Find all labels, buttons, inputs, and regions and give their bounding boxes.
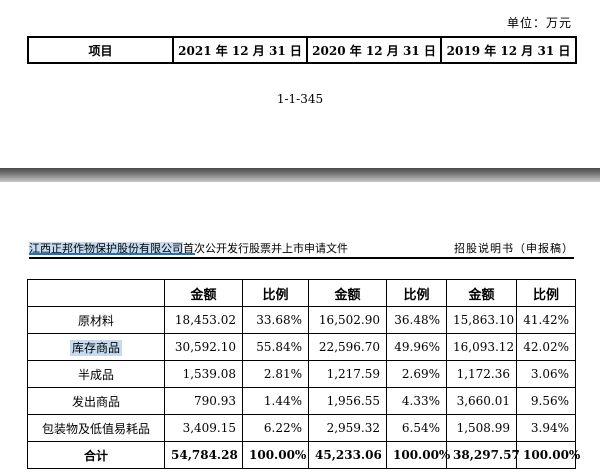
- table-cell: 18,453.02: [164, 306, 243, 334]
- table-cell: 6.22%: [242, 414, 309, 442]
- top-header-table: 项目 2021 年 12 月 31 日 2020 年 12 月 31 日 201…: [27, 36, 577, 64]
- total-cell: 100.00%: [386, 441, 450, 469]
- table-cell: 1,956.55: [308, 387, 387, 415]
- table-cell: 36.48%: [386, 306, 447, 334]
- header-amount: 金额: [164, 279, 243, 307]
- table-cell: 3.94%: [516, 414, 576, 442]
- highlighted-label: 库存商品: [69, 339, 122, 356]
- total-label: 合计: [27, 441, 165, 469]
- row-label: 发出商品: [27, 387, 165, 415]
- top-header-row: 项目 2021 年 12 月 31 日 2020 年 12 月 31 日 201…: [27, 36, 577, 64]
- row-label-highlighted: 库存商品: [27, 333, 165, 361]
- table-cell: 6.54%: [386, 414, 447, 442]
- table-cell: 22,596.70: [308, 333, 387, 361]
- page-number: 1-1-345: [276, 92, 324, 106]
- table-cell: 55.84%: [242, 333, 309, 361]
- total-cell: 45,233.06: [308, 441, 387, 469]
- document-type: 招股说明书（申报稿）: [454, 242, 574, 255]
- table-cell: 49.96%: [386, 333, 447, 361]
- table-row: 库存商品 30,592.10 55.84% 22,596.70 49.96% 1…: [27, 333, 576, 361]
- table-cell: 33.68%: [242, 306, 309, 334]
- table-cell: 9.56%: [516, 387, 576, 415]
- document-header: 江西正邦作物保护股份有限公司首次公开发行股票并上市申请文件 招股说明书（申报稿）: [29, 240, 574, 256]
- header-ratio: 比例: [242, 279, 309, 307]
- row-label: 半成品: [27, 360, 165, 388]
- company-name: 江西正邦作物保护股份有限公司: [29, 242, 183, 255]
- total-cell: 100.00%: [516, 441, 580, 469]
- header-ratio: 比例: [516, 279, 576, 307]
- header-2019: 2019 年 12 月 31 日: [440, 36, 577, 64]
- total-cell: 38,297.57: [446, 441, 520, 469]
- table-cell: 3,660.01: [446, 387, 517, 415]
- table-cell: 2.69%: [386, 360, 447, 388]
- unit-label: 单位：万元: [506, 16, 572, 30]
- table-cell: 4.33%: [386, 387, 447, 415]
- table-row: 包装物及低值易耗品 3,409.15 6.22% 2,959.32 6.54% …: [27, 414, 576, 442]
- document-title-rest: 首次公开发行股票并上市申请文件: [183, 242, 348, 255]
- table-cell: 1.44%: [242, 387, 309, 415]
- table-cell: 16,093.12: [446, 333, 517, 361]
- table-cell: 3,409.15: [164, 414, 243, 442]
- table-cell: 2.81%: [242, 360, 309, 388]
- table-row: 原材料 18,453.02 33.68% 16,502.90 36.48% 15…: [27, 306, 576, 334]
- header-2021: 2021 年 12 月 31 日: [172, 36, 308, 64]
- header-2020: 2020 年 12 月 31 日: [306, 36, 442, 64]
- header-rule: [29, 257, 574, 259]
- company-underline: [29, 253, 195, 255]
- header-ratio: 比例: [386, 279, 447, 307]
- table-cell: 1,508.99: [446, 414, 517, 442]
- table-header-row: 金额 比例 金额 比例 金额 比例: [27, 279, 576, 307]
- table-cell: 3.06%: [516, 360, 576, 388]
- table-cell: 41.42%: [516, 306, 576, 334]
- total-cell: 54,784.28: [164, 441, 243, 469]
- total-row: 合计 54,784.28 100.00% 45,233.06 100.00% 3…: [27, 441, 580, 469]
- table-cell: 16,502.90: [308, 306, 387, 334]
- table-cell: 15,863.10: [446, 306, 517, 334]
- header-blank: [27, 279, 165, 307]
- table-cell: 1,539.08: [164, 360, 243, 388]
- table-cell: 30,592.10: [164, 333, 243, 361]
- table-cell: 790.93: [164, 387, 243, 415]
- table-cell: 1,217.59: [308, 360, 387, 388]
- table-row: 半成品 1,539.08 2.81% 1,217.59 2.69% 1,172.…: [27, 360, 576, 388]
- header-item: 项目: [27, 36, 174, 64]
- table-cell: 42.02%: [516, 333, 576, 361]
- header-amount: 金额: [446, 279, 517, 307]
- table-cell: 2,959.32: [308, 414, 387, 442]
- document-title: 江西正邦作物保护股份有限公司首次公开发行股票并上市申请文件: [29, 240, 348, 256]
- inventory-table: 金额 比例 金额 比例 金额 比例 原材料 18,453.02 33.68% 1…: [27, 279, 580, 469]
- table-cell: 1,172.36: [446, 360, 517, 388]
- row-label: 包装物及低值易耗品: [27, 414, 165, 442]
- table-row: 发出商品 790.93 1.44% 1,956.55 4.33% 3,660.0…: [27, 387, 576, 415]
- header-amount: 金额: [308, 279, 387, 307]
- total-cell: 100.00%: [242, 441, 309, 469]
- page-separator: [0, 168, 600, 182]
- row-label: 原材料: [27, 306, 165, 334]
